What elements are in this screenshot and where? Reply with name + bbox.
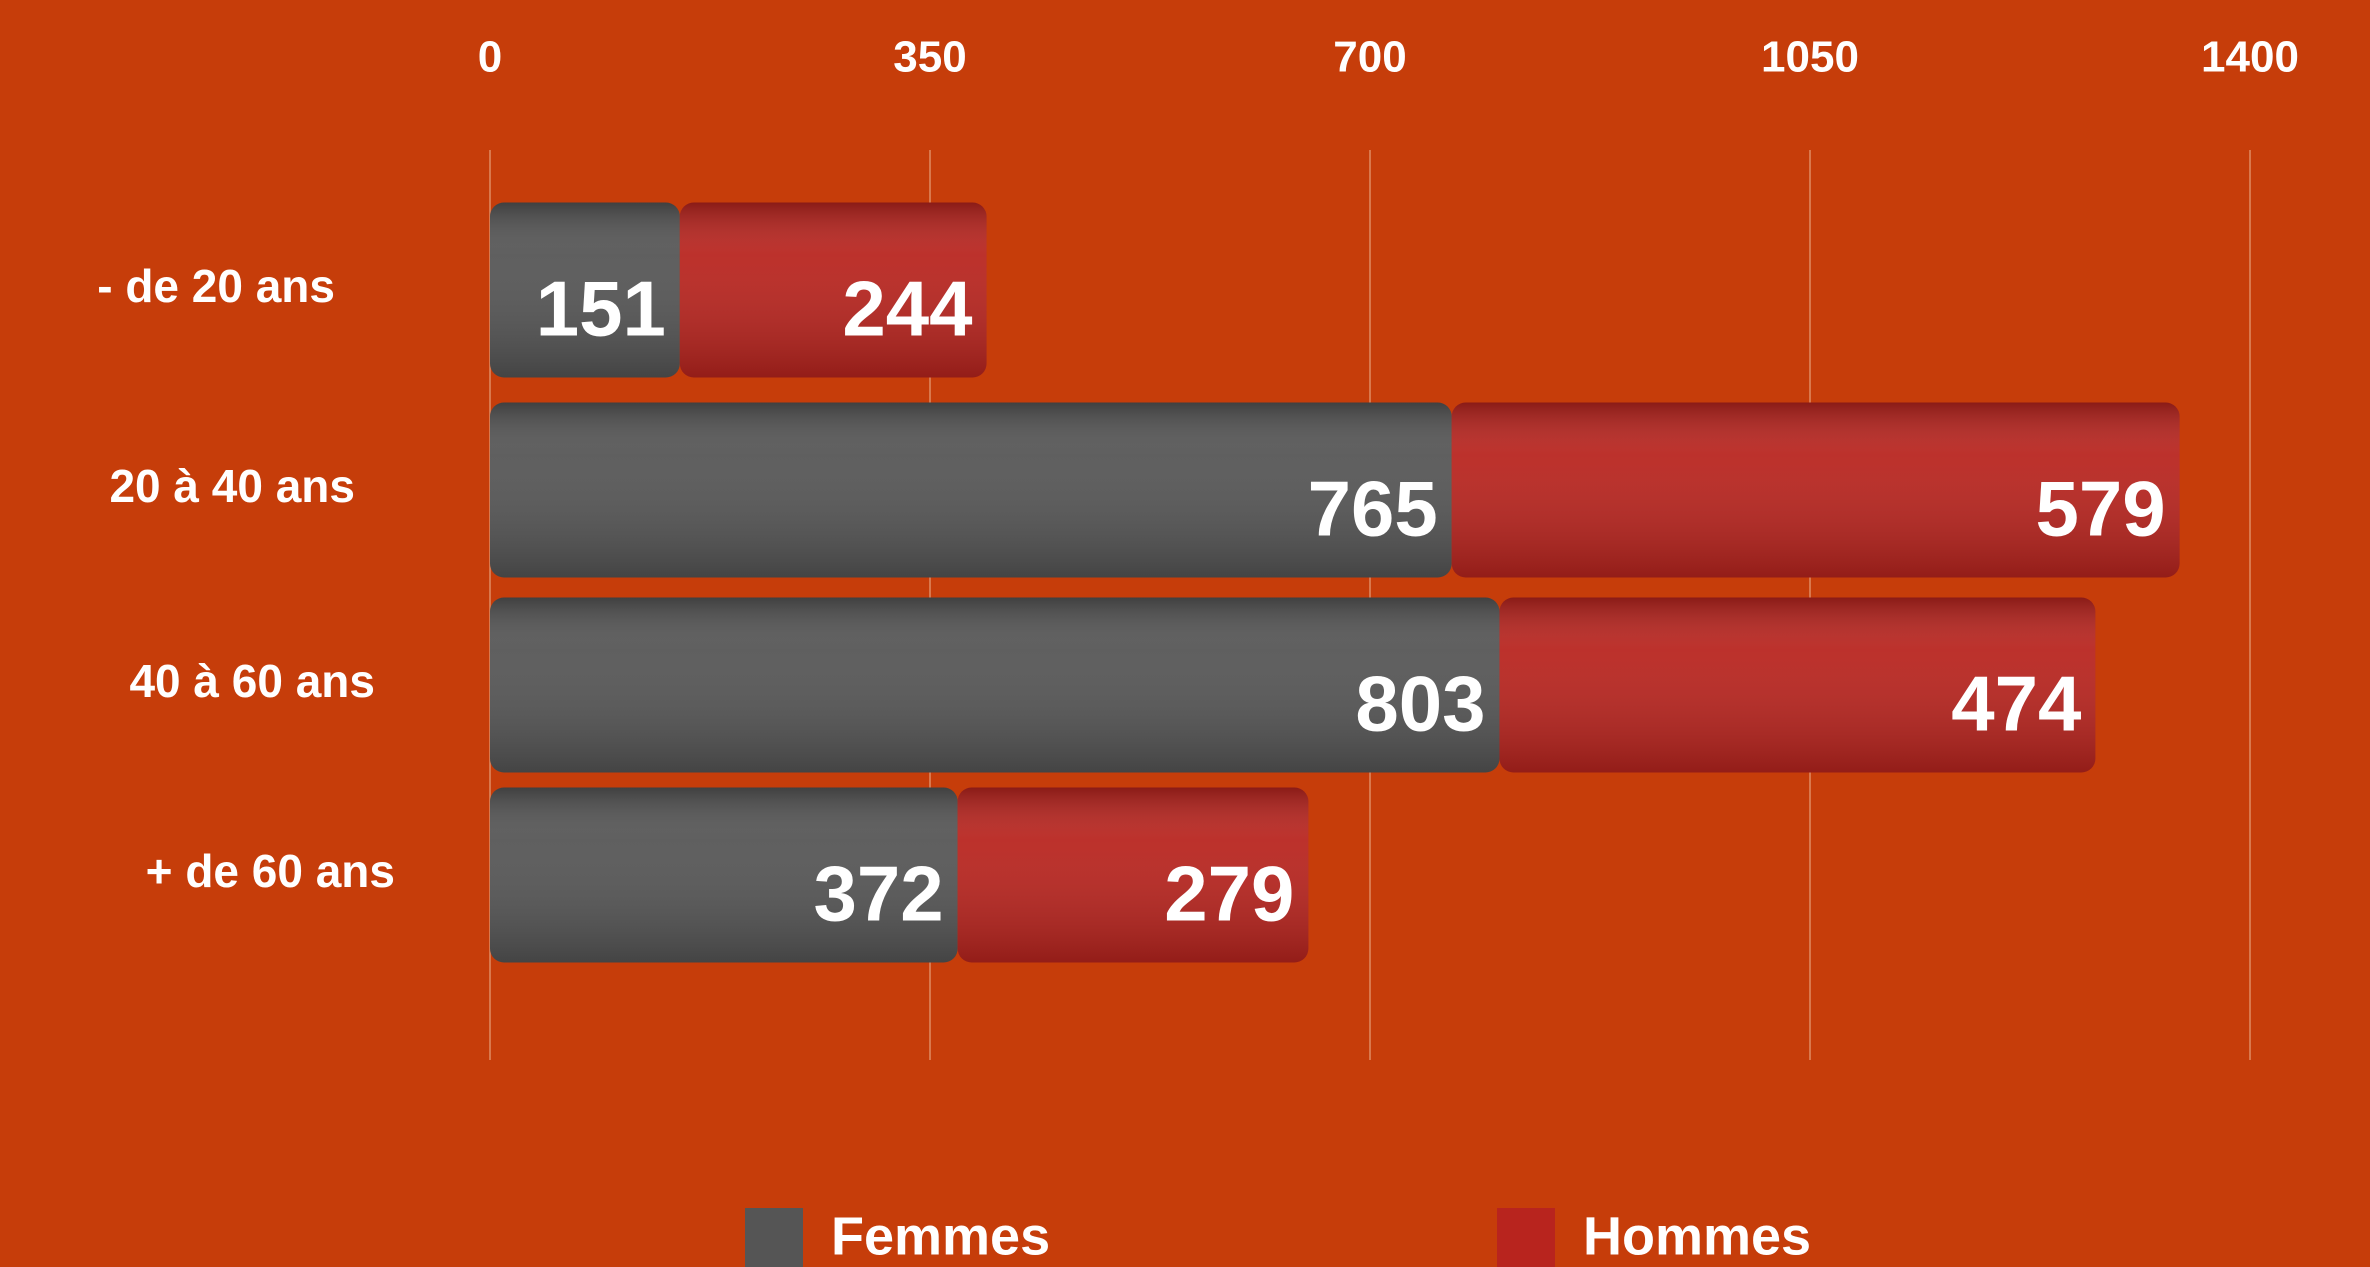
data-label: 474 — [1951, 660, 2081, 748]
data-label: 765 — [1308, 465, 1438, 553]
legend-label: Hommes — [1583, 1206, 1811, 1266]
x-tick-label: 0 — [478, 33, 502, 82]
x-tick-label: 1400 — [2201, 33, 2299, 82]
bar-shading — [679, 202, 987, 378]
legend-label: Femmes — [831, 1206, 1050, 1266]
data-label: 151 — [536, 265, 666, 353]
x-tick-label: 350 — [893, 33, 966, 82]
data-label: 803 — [1355, 660, 1485, 748]
category-label: + de 60 ans — [146, 845, 395, 897]
data-label: 372 — [814, 850, 944, 938]
bar-shading — [490, 202, 680, 378]
x-tick-label: 1050 — [1761, 33, 1859, 82]
category-label: - de 20 ans — [97, 260, 335, 312]
bar-shading — [957, 787, 1309, 963]
category-label: 20 à 40 ans — [109, 460, 355, 512]
data-label: 579 — [2035, 465, 2165, 553]
bar-shading — [490, 597, 1500, 773]
bar-shading — [490, 402, 1452, 578]
legend-swatch — [1497, 1208, 1555, 1267]
x-tick-label: 700 — [1333, 33, 1406, 82]
bar-shading — [1499, 597, 2096, 773]
bar-shading — [1451, 402, 2180, 578]
bar-shading — [490, 787, 958, 963]
data-label: 244 — [842, 265, 972, 353]
legend-swatch — [745, 1208, 803, 1267]
data-label: 279 — [1164, 850, 1294, 938]
category-label: 40 à 60 ans — [129, 655, 375, 707]
